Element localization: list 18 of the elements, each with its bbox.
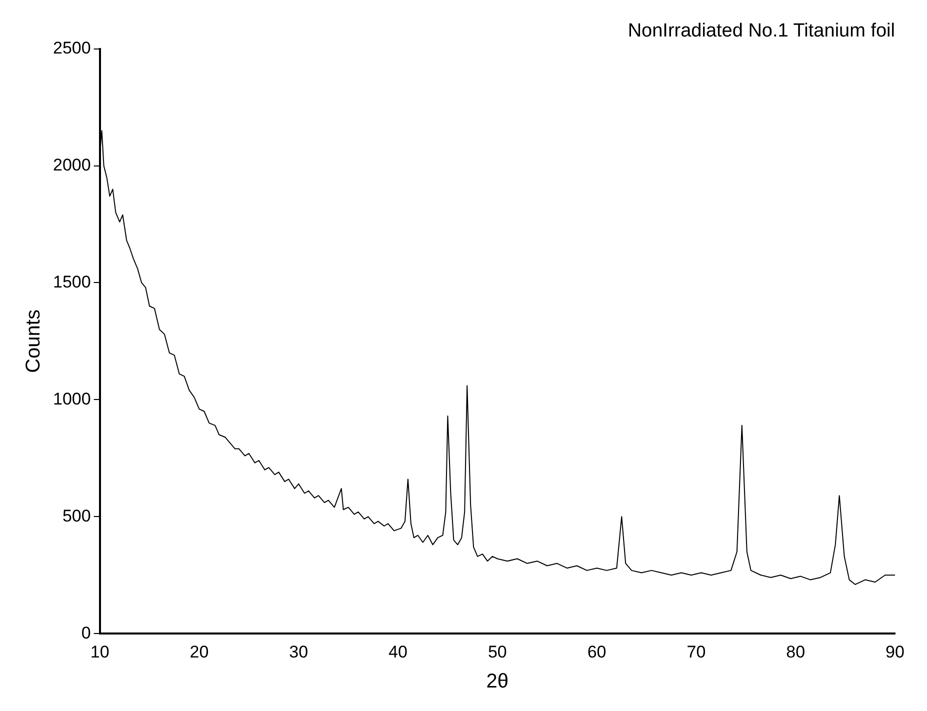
y-axis-title: Counts — [22, 310, 45, 373]
x-tick-label: 80 — [786, 642, 806, 662]
y-tick-label: 1500 — [52, 272, 91, 292]
y-tick-label: 500 — [62, 506, 91, 526]
x-tick-label: 70 — [686, 642, 706, 662]
x-tick-label: 50 — [488, 642, 507, 662]
chart-title: NonIrradiated No.1 Titanium foil — [628, 20, 895, 42]
x-tick-label: 90 — [886, 642, 904, 662]
x-tick-label: 40 — [388, 642, 408, 662]
x-tick-label: 60 — [587, 642, 606, 662]
x-tick-label: 30 — [289, 642, 308, 662]
x-axis-title: 2θ — [486, 670, 509, 693]
y-tick-label: 2000 — [52, 155, 91, 174]
x-tick-label: 10 — [90, 642, 110, 662]
y-tick-label: 0 — [81, 623, 91, 642]
y-tick-label: 2500 — [52, 38, 91, 58]
y-tick-label: 1000 — [52, 389, 91, 408]
x-tick-label: 20 — [190, 642, 209, 662]
